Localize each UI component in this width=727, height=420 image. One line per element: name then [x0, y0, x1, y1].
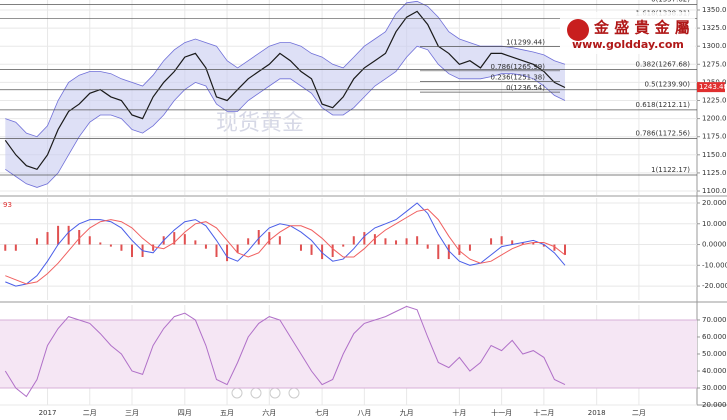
fib-label: 0.5(1239.90) [644, 81, 690, 89]
y-tick-label: 1200.00 [702, 115, 727, 123]
logo-url: www.goldday.com [572, 38, 684, 51]
y-tick-label: 20.0000 [702, 401, 727, 409]
y-tick-label: -20.0000 [702, 282, 727, 290]
fib-label: 0(1236.54) [506, 84, 545, 92]
y-tick-label: 40.0000 [702, 367, 727, 375]
x-tick-label: 六月 [262, 408, 276, 417]
fib-label: 0.382(1267.68) [636, 61, 691, 69]
x-tick-label: 二月 [83, 409, 97, 417]
x-tick-label: 七月 [315, 408, 329, 417]
bollinger-line [5, 45, 566, 188]
x-tick-label: 2017 [39, 409, 57, 417]
bollinger-band [5, 1, 566, 188]
x-tick-label: 四月 [178, 409, 192, 417]
fib-label: 0.618(1212.11) [636, 101, 691, 109]
fib-label: 0.786(1172.56) [636, 129, 691, 137]
x-tick-label: 二月 [632, 409, 646, 417]
macd-line [5, 202, 566, 287]
y-tick-label: 1275.00 [702, 60, 727, 68]
x-tick-label: 三月 [125, 409, 139, 417]
logo-name: 金 盛 貴 金 屬 [593, 19, 690, 37]
y-tick-label: 1150.00 [702, 151, 727, 159]
x-tick-label: 2018 [588, 409, 606, 417]
x-tick-label: 十二月 [533, 408, 554, 417]
last-price-label: 1243.48 [699, 83, 727, 91]
y-tick-label: 1175.00 [702, 133, 727, 141]
y-tick-label: -10.0000 [702, 261, 727, 269]
y-tick-label: 10.0000 [702, 220, 727, 228]
x-tick-label: 九月 [400, 408, 414, 417]
y-tick-label: 1100.00 [702, 187, 727, 195]
x-tick-label: 五月 [220, 409, 234, 417]
y-tick-label: 70.0000 [702, 316, 727, 324]
last-price-box [697, 82, 725, 93]
rsi-line [4, 305, 566, 398]
y-tick-label: 1225.00 [702, 97, 727, 105]
y-tick-label: 1125.00 [702, 169, 727, 177]
x-tick-label: 十月 [452, 408, 466, 417]
y-tick-label: 50.0000 [702, 350, 727, 358]
y-tick-label: 20.0000 [702, 199, 727, 207]
logo-icon [567, 19, 589, 41]
y-tick-label: 1300.00 [702, 42, 727, 50]
y-tick-label: 1350.00 [702, 6, 727, 14]
x-tick-label: 十一月 [491, 408, 512, 417]
fib-label: 0(1357.62) [651, 0, 690, 3]
price-line [4, 10, 566, 171]
fib-label: 1(1122.17) [651, 166, 690, 174]
x-tick-label: 八月 [357, 409, 371, 417]
macd-line [5, 208, 566, 285]
y-tick-label: 0.0000 [702, 241, 727, 249]
fib-label: 1(1299.44) [506, 39, 545, 47]
watermark: 现货黄金 [216, 111, 304, 136]
indicator-label: 93 [3, 201, 12, 209]
y-tick-label: 30.0000 [702, 384, 727, 392]
y-tick-label: 1325.00 [702, 24, 727, 32]
rsi-band [0, 319, 697, 388]
fib-label: 0.236(1251.38) [491, 73, 546, 81]
bollinger-line [5, 0, 566, 138]
y-tick-label: 60.0000 [702, 333, 727, 341]
fib-label: 0.786(1265.99) [491, 63, 546, 71]
